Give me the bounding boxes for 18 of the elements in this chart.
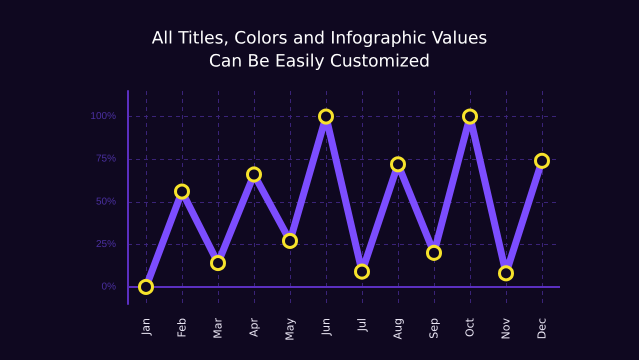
x-tick-label: Jan [140, 318, 152, 336]
x-tick-label: Jul [356, 318, 368, 332]
y-tick-label: 100% [90, 111, 116, 122]
x-tick-label: Jun [320, 318, 332, 336]
y-tick-label: 0% [102, 281, 116, 292]
x-tick-label: Oct [464, 317, 476, 338]
x-tick-label: Aug [392, 318, 404, 340]
y-tick-label: 50% [96, 196, 116, 208]
chart-title: All Titles, Colors and Infographic Values Can Be Easily Customized [152, 28, 488, 72]
y-tick-label: 25% [96, 238, 116, 250]
x-tick-label: May [284, 318, 296, 341]
x-tick-label: Apr [248, 318, 260, 338]
x-tick-label: Mar [212, 318, 224, 339]
y-tick-label: 75% [96, 154, 116, 165]
x-tick-label: Nov [500, 318, 512, 340]
x-tick-label: Sep [428, 318, 440, 339]
x-tick-label: Dec [536, 318, 548, 340]
x-tick-label: Feb [176, 318, 188, 338]
